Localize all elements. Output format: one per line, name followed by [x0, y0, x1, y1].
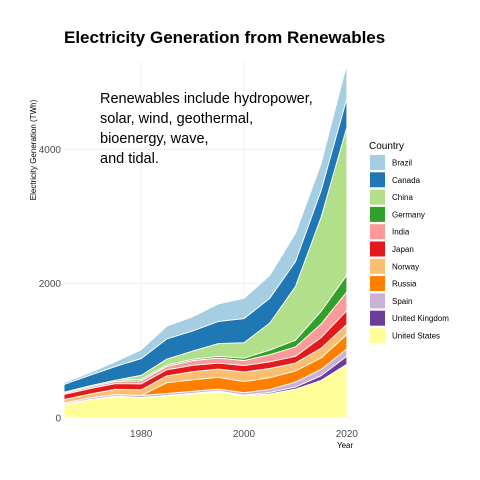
area-brazil: [63, 63, 348, 385]
legend-label-norway: Norway: [392, 262, 419, 271]
x-tick-label: 2000: [233, 429, 256, 440]
y-tick-label: 0: [55, 414, 61, 425]
y-tick-label: 2000: [39, 279, 62, 290]
chart-title: Electricity Generation from Renewables: [64, 28, 385, 47]
y-axis-label: Electricity Generation (TWh): [29, 99, 38, 200]
legend-title: Country: [369, 141, 404, 152]
legend-key-china: [370, 189, 385, 205]
annotation-line-2: solar, wind, geothermal,: [100, 111, 253, 127]
legend-key-germany: [370, 206, 385, 222]
legend-key-united-kingdom: [370, 310, 385, 326]
legend-key-japan: [370, 241, 385, 257]
legend-label-russia: Russia: [392, 280, 417, 289]
y-tick-label: 4000: [39, 145, 62, 156]
y-axis-ticks: 0 2000 4000: [39, 145, 62, 425]
legend-label-spain: Spain: [392, 297, 412, 306]
legend-label-canada: Canada: [392, 176, 421, 185]
x-tick-label: 2020: [336, 429, 359, 440]
legend-label-india: India: [392, 228, 410, 237]
legend-label-brazil: Brazil: [392, 159, 412, 168]
stacked-areas: [63, 63, 348, 419]
annotation-line-4: and tidal.: [100, 151, 159, 167]
annotation-line-3: bioenergy, wave,: [100, 131, 209, 147]
annotation-line-1: Renewables include hydropower,: [100, 91, 313, 107]
x-tick-label: 1980: [130, 429, 153, 440]
legend-key-norway: [370, 258, 385, 274]
legend-key-spain: [370, 293, 385, 309]
annotation: Renewables include hydropower, solar, wi…: [100, 91, 313, 167]
legend-label-china: China: [392, 193, 413, 202]
legend-label-united-kingdom: United Kingdom: [392, 314, 449, 323]
legend-key-russia: [370, 276, 385, 292]
x-axis-label: Year: [337, 441, 354, 450]
legend-key-canada: [370, 172, 385, 188]
legend-label-japan: Japan: [392, 245, 414, 254]
legend-label-germany: Germany: [392, 210, 425, 219]
legend-key-united-states: [370, 328, 385, 343]
legend: Country Brazil Canada China Germany India Jap…: [369, 141, 449, 343]
legend-key-india: [370, 224, 385, 240]
x-axis-ticks: 1980 2000 2020: [130, 429, 358, 440]
legend-key-brazil: [370, 155, 385, 170]
legend-label-united-states: United States: [392, 332, 440, 341]
